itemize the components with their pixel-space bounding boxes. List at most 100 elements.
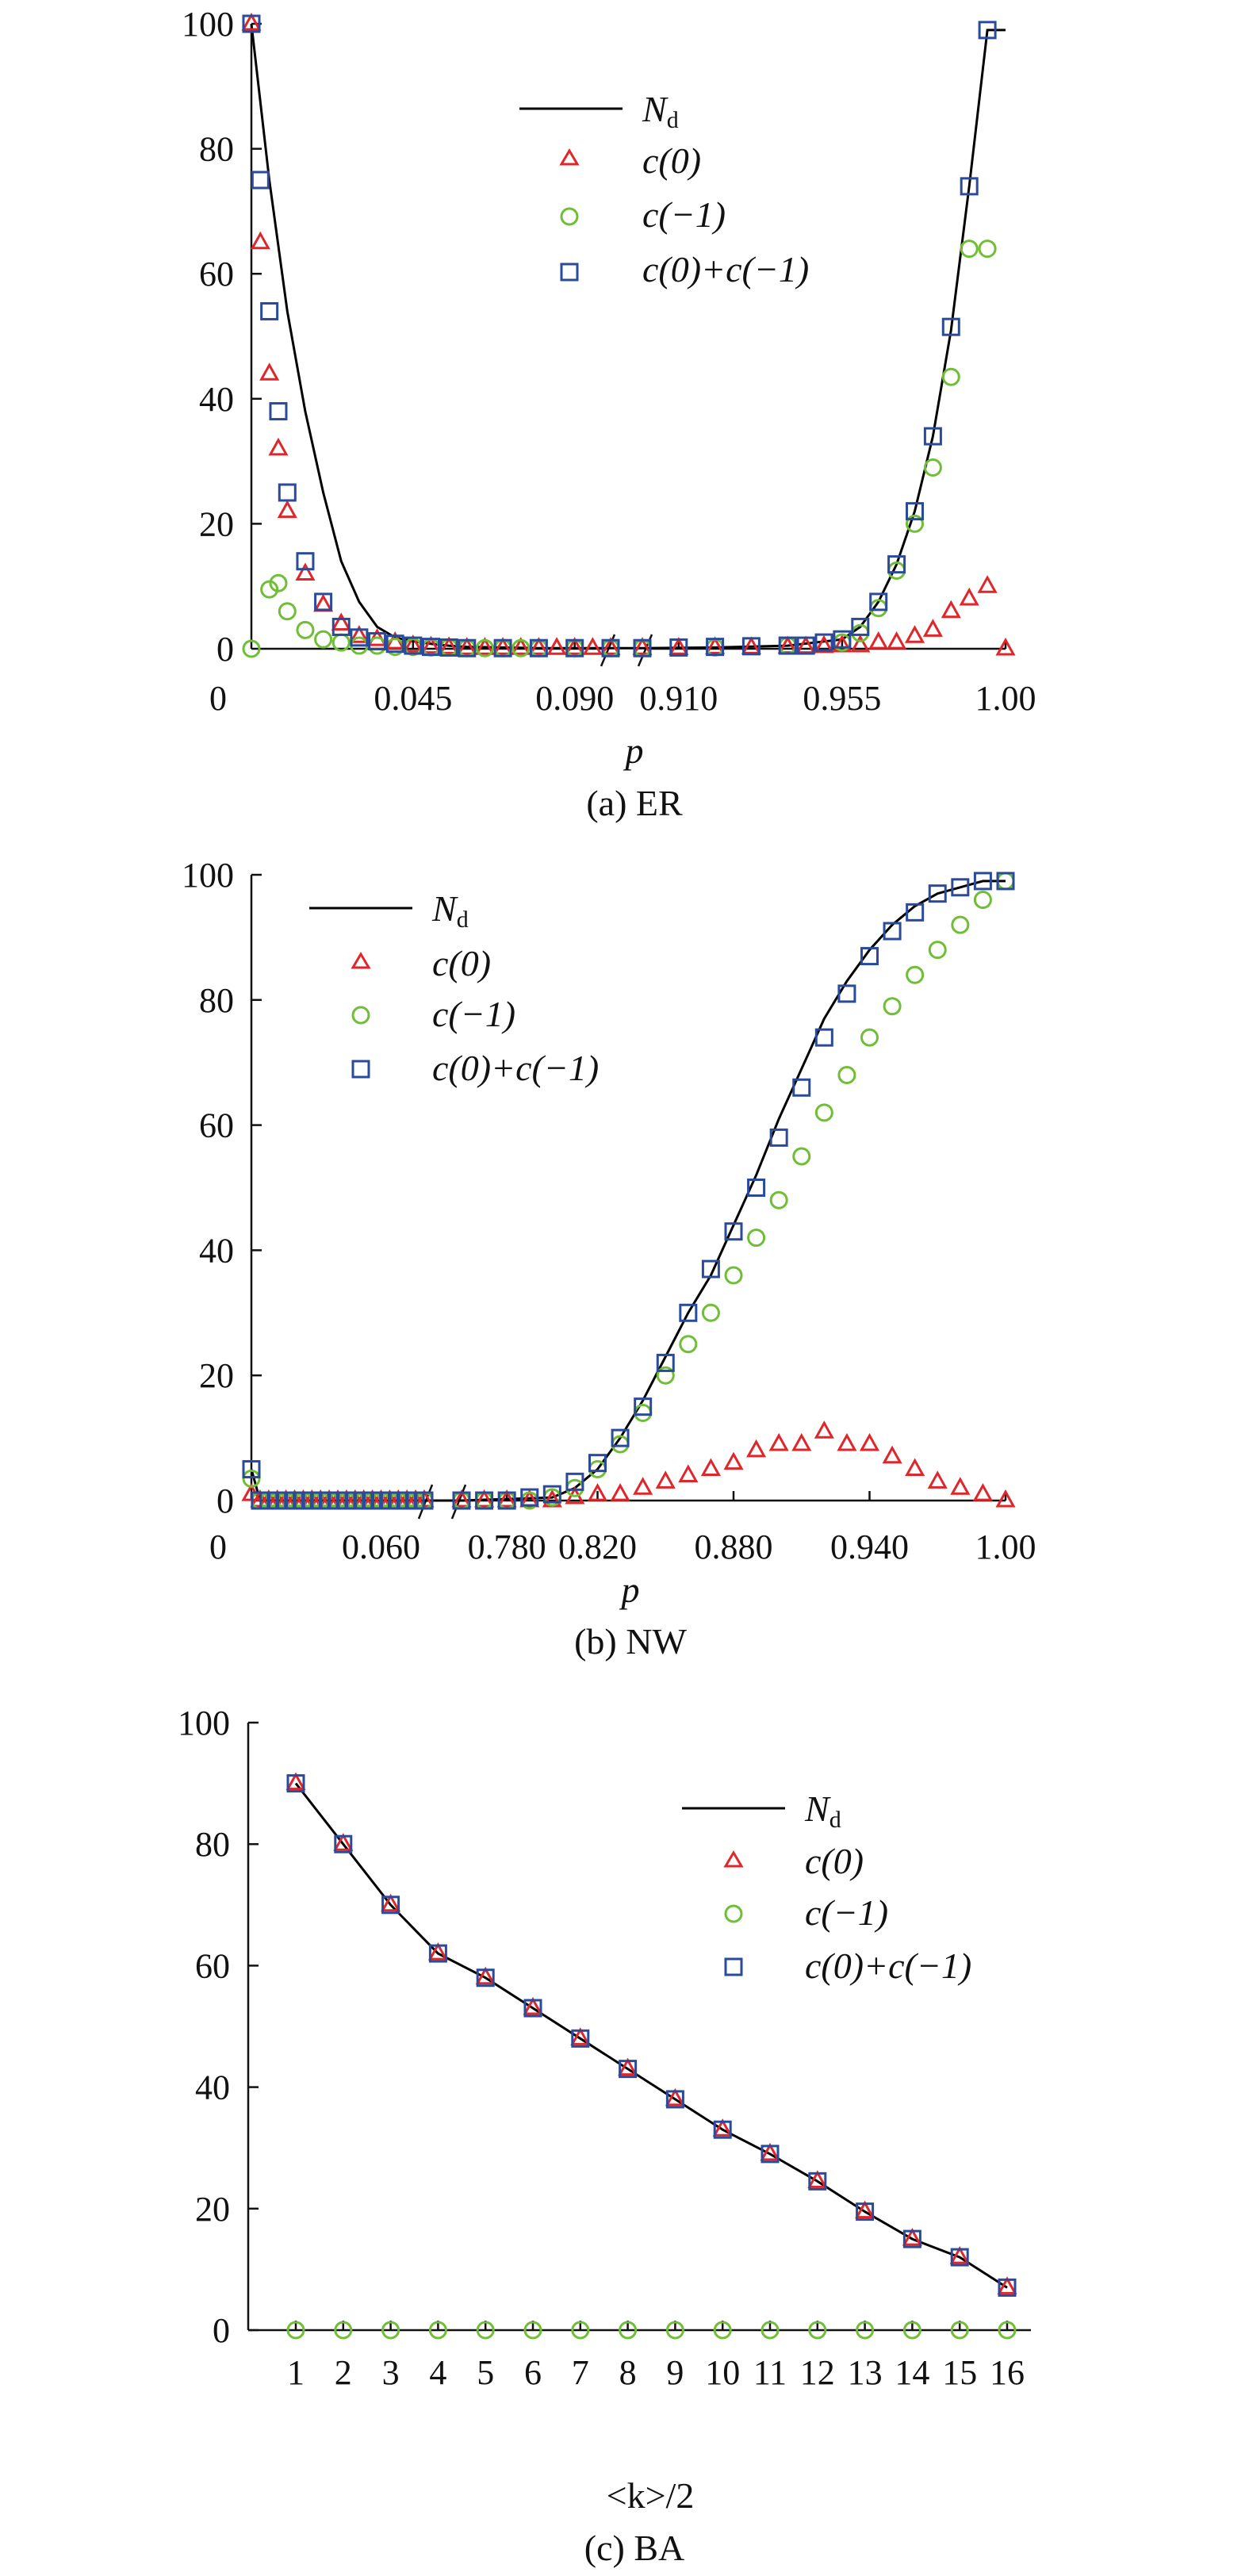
point-circle (747, 1229, 766, 1248)
point-triangle (807, 2170, 828, 2188)
point-square (814, 1028, 833, 1047)
point-square (286, 1774, 305, 1793)
point-triangle (403, 634, 423, 653)
point-triangle (746, 1439, 767, 1458)
x-tick-label: 1.00 (975, 1528, 1036, 1566)
legend-nd-label: Nd (642, 89, 679, 133)
point-square (951, 878, 970, 897)
point-circle (511, 638, 531, 657)
y-tick-label: 100 (182, 5, 234, 44)
point-triangle (600, 637, 621, 655)
point-triangle (475, 1966, 496, 1985)
x-tick-label: 0.045 (374, 679, 452, 718)
panel-a-legend: Nd c(0) c(−1) c(0)+c(−1) (519, 89, 809, 289)
y-tick-label: 80 (195, 1825, 230, 1864)
y-tick-label: 80 (199, 130, 234, 169)
point-circle (928, 941, 947, 960)
y-tick-label: 0 (213, 2311, 230, 2350)
point-circle (428, 2321, 447, 2340)
x-tick-label: 9 (666, 2353, 684, 2392)
panel-c-marks (285, 1772, 1017, 2340)
legend-cm1-marker (724, 1904, 743, 1923)
x-tick-label: 0.090 (535, 679, 614, 718)
point-triangle (349, 625, 370, 643)
point-square (796, 636, 815, 655)
point-square (978, 21, 997, 40)
point-circle (724, 1266, 743, 1285)
point-triangle (565, 637, 585, 655)
point-square (520, 1488, 539, 1507)
x-origin-label: 0 (209, 679, 227, 718)
point-circle (860, 1028, 879, 1047)
point-triangle (523, 1996, 543, 2015)
point-triangle (850, 634, 871, 653)
point-triangle (439, 636, 459, 654)
panel-b-marks (241, 872, 1016, 1510)
point-circle (665, 2321, 684, 2340)
point-circle (571, 2321, 590, 2340)
point-circle (973, 891, 992, 910)
x-tick-label: 4 (429, 2353, 446, 2392)
legend-c0-marker (559, 148, 580, 166)
point-square (906, 502, 924, 521)
y-tick-label: 40 (195, 2068, 230, 2107)
y-tick-label: 40 (199, 1231, 234, 1270)
point-triangle (451, 1489, 472, 1508)
point-triangle (927, 1470, 948, 1489)
point-triangle (457, 637, 477, 655)
x-tick-label: 3 (382, 2353, 400, 2392)
point-circle (286, 2321, 305, 2340)
point-triangle (837, 1432, 857, 1451)
point-circle (856, 2321, 875, 2340)
point-square (588, 1454, 607, 1473)
point-triangle (295, 562, 316, 581)
point-triangle (610, 1483, 630, 1501)
point-circle (260, 580, 279, 599)
y-tick-label: 80 (199, 981, 234, 1020)
point-square (368, 632, 387, 651)
point-triangle (905, 1458, 925, 1477)
point-square (452, 1491, 471, 1510)
point-square (634, 1397, 653, 1416)
point-triangle (618, 2057, 638, 2076)
x-tick-label: 0.820 (558, 1528, 637, 1566)
point-circle (998, 2321, 1017, 2340)
point-triangle (882, 1445, 902, 1464)
point-square (996, 872, 1015, 891)
panel-c-caption: (c) BA (584, 2528, 684, 2568)
panel-a-caption: (a) ER (586, 783, 683, 823)
point-square (724, 1222, 743, 1241)
x-tick-label: 7 (572, 2353, 589, 2392)
point-square (523, 1999, 542, 2018)
nd-line (250, 23, 1006, 650)
point-square (422, 638, 440, 657)
panel-b-caption: (b) NW (574, 1621, 687, 1662)
y-tick-label: 60 (199, 255, 234, 293)
point-triangle (972, 1483, 993, 1501)
x-tick-label: 11 (753, 2353, 787, 2392)
point-triangle (313, 593, 334, 612)
point-triangle (950, 1477, 971, 1495)
point-square (381, 1896, 400, 1915)
point-square (883, 922, 902, 941)
point-square (778, 636, 797, 655)
point-circle (902, 2321, 921, 2340)
point-triangle (420, 635, 442, 654)
point-square (973, 872, 992, 891)
point-circle (701, 1303, 720, 1322)
legend-c0-label: c(0) (805, 1841, 864, 1881)
point-circle (656, 1366, 675, 1385)
point-square (860, 947, 879, 966)
point-triangle (887, 631, 907, 650)
legend-c0-label: c(0) (642, 140, 701, 181)
point-square (633, 638, 652, 657)
point-circle (960, 240, 979, 259)
point-square (428, 1944, 447, 1963)
nd-line (250, 880, 1006, 1502)
nd-line (294, 1782, 1008, 2289)
x-tick-label: 0.060 (342, 1528, 420, 1566)
panel-a: 0 20 40 60 80 100 0 0.045 0.090 0.910 0.955 1.00 Nd… (182, 5, 1036, 823)
point-square (814, 633, 833, 652)
legend-c0-marker (351, 952, 371, 969)
